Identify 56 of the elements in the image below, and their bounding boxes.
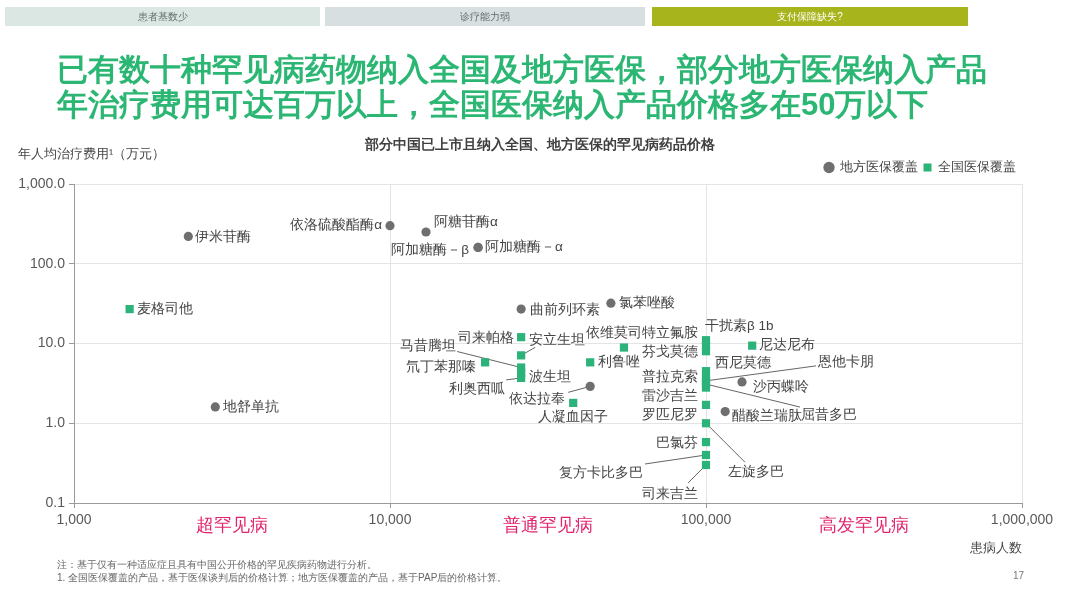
legend-label: 地方医保覆盖	[838, 159, 918, 175]
annotation: 阿加糖酶－α	[485, 239, 564, 255]
annotation: 司来吉兰	[642, 485, 698, 501]
y-tick-label: 1,000.0	[18, 174, 66, 191]
x-tick-label: 100,000	[680, 511, 732, 528]
annotation: 伊米苷酶	[195, 229, 252, 245]
annotation: 依维莫司	[585, 325, 642, 341]
y-tick-label: 10.0	[37, 334, 66, 351]
annotation: 马昔腾坦	[400, 338, 457, 354]
annotation: 氘丁苯那嗪	[406, 359, 477, 375]
annotation: 西尼莫德	[715, 354, 771, 370]
annotation: 复方卡比多巴	[559, 464, 643, 480]
annotation: 地舒单抗	[222, 398, 280, 414]
annotation: 沙丙蝶呤	[753, 378, 810, 394]
text: 注：基于仅有一种适应症且具有中国公开价格的罕见疾病药物进行分析。	[57, 559, 377, 571]
x-tick-label: 1,000,000	[990, 511, 1054, 528]
annotation: 依洛硫酸酯酶α	[290, 217, 383, 233]
annotation: 尼达尼布	[759, 337, 816, 353]
text: 超罕见病	[196, 514, 268, 535]
annotation: 氯苯唑酸	[618, 294, 675, 310]
annotation: 罗匹尼罗	[642, 406, 698, 422]
annotation: 阿糖苷酶α	[434, 213, 499, 229]
text: 普通罕见病	[503, 514, 593, 535]
annotation: 阿加糖酶－β	[391, 242, 470, 258]
x-tick-label: 10,000	[368, 511, 412, 528]
annotation: 醋酸兰瑞肽	[732, 408, 803, 424]
chart-subtitle: 部分中国已上市且纳入全国、地方医保的罕见病药品价格	[364, 135, 716, 152]
text: 17	[1012, 570, 1024, 582]
chart-title: 已有数十种罕见病药物纳入全国及地方医保，部分地方医保纳入产品年治疗费用可达百万以上，全国医保纳入产品价格多在50万以下	[57, 52, 988, 122]
x-tick-label: 1,000	[56, 511, 92, 528]
annotation: 干扰素β 1b	[705, 317, 774, 333]
annotation: 麦格司他	[136, 300, 193, 316]
annotation: 恩他卡朋	[817, 353, 874, 369]
y-axis-title: 年人均治疗费用¹（万元）	[18, 147, 166, 162]
legend-label: 全国医保覆盖	[938, 159, 1016, 175]
annotation: 屈昔多巴	[801, 406, 857, 422]
annotation: 特立氟胺	[642, 325, 698, 341]
annotation: 依达拉奉	[509, 391, 566, 407]
annotation: 利奥西呱	[449, 380, 506, 396]
annotation: 司来帕格	[458, 329, 515, 345]
annotation: 巴氯芬	[656, 434, 698, 450]
annotation: 芬戈莫德	[642, 343, 698, 359]
y-tick-label: 100.0	[29, 254, 66, 271]
y-tick-label: 0.1	[45, 493, 66, 510]
annotation: 左旋多巴	[728, 463, 784, 479]
y-tick-label: 1.0	[45, 414, 66, 431]
annotation: 曲前列环素	[530, 301, 601, 317]
annotation: 利鲁唑	[598, 354, 641, 370]
annotation: 波生坦	[529, 369, 572, 385]
text: 1. 全国医保覆盖的产品，基于医保谈判后的价格计算；地方医保覆盖的产品，基于PAP后的价格计算。	[57, 572, 508, 584]
annotation: 雷沙吉兰	[642, 388, 698, 404]
annotation: 安立生坦	[529, 332, 586, 348]
text: 高发罕见病	[819, 514, 909, 535]
annotation: 人凝血因子	[538, 408, 609, 424]
annotation: 普拉克索	[642, 367, 698, 384]
x-axis-title: 患病人数	[969, 541, 1022, 556]
